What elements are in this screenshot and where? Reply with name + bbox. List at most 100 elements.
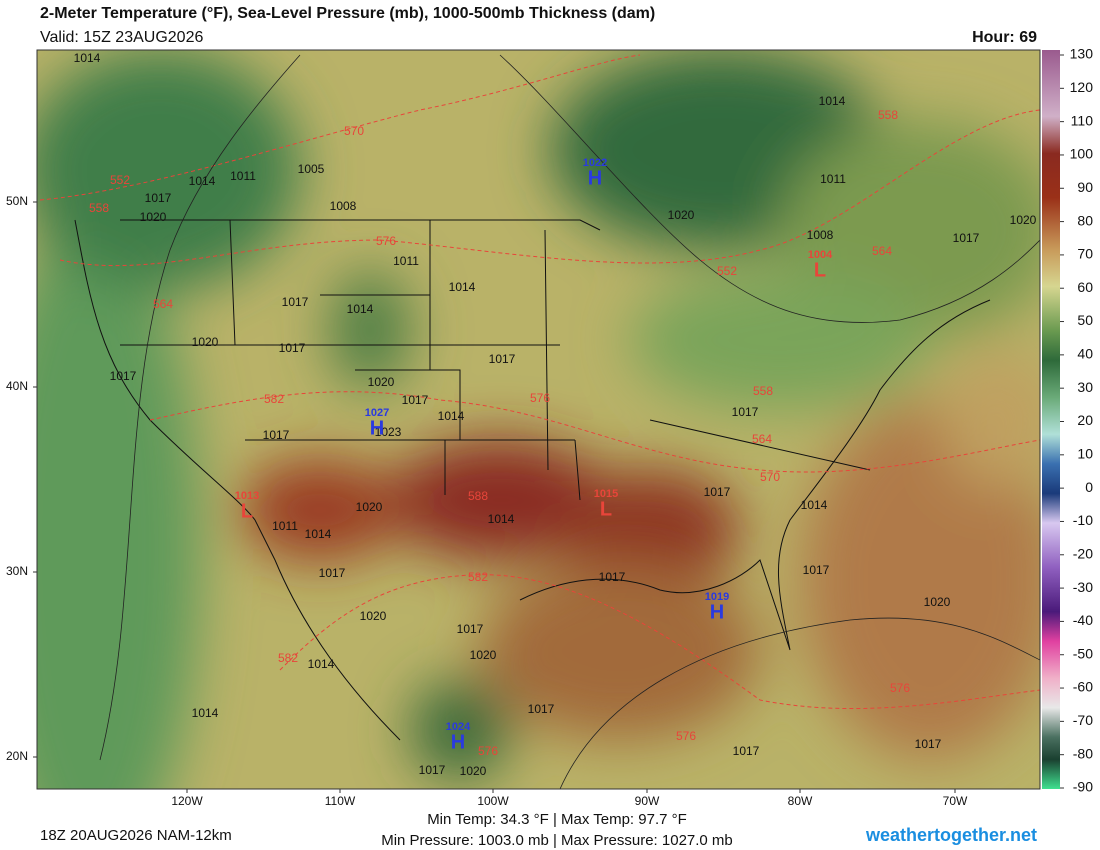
isobar-label: 1014	[347, 302, 374, 316]
longitude-label: 90W	[635, 794, 660, 808]
colorbar-label: 80	[1077, 212, 1093, 228]
isobar-label: 1011	[272, 519, 298, 533]
center-pressure: 1004	[808, 249, 833, 261]
isobar-label: 1017	[263, 428, 290, 442]
center-pressure: 1015	[594, 488, 618, 500]
longitude-label: 80W	[788, 794, 813, 808]
isobar-label: 1008	[807, 228, 834, 242]
isobar-label: 1014	[189, 174, 216, 188]
thickness-label: 564	[872, 244, 892, 258]
colorbar-label: -50	[1073, 645, 1093, 661]
center-letter: H	[370, 417, 384, 439]
thickness-label: 564	[153, 297, 173, 311]
center-letter: L	[814, 259, 826, 281]
isobar-label: 1020	[360, 609, 387, 623]
colorbar-label: -90	[1073, 779, 1093, 795]
center-pressure: 1027	[365, 407, 389, 419]
thickness-label: 576	[676, 729, 696, 743]
colorbar-label: -60	[1073, 679, 1093, 695]
thickness-label: 558	[753, 384, 773, 398]
model-run: 18Z 20AUG2026 NAM-12km	[40, 827, 232, 844]
isobar-label: 1011	[820, 172, 846, 186]
isobar-label: 1017	[282, 295, 309, 309]
isobar-label: 1017	[489, 352, 516, 366]
isobar-label: 1020	[470, 648, 497, 662]
colorbar-label: 100	[1070, 146, 1094, 162]
center-letter: H	[588, 167, 602, 189]
isobar-label: 1020	[356, 500, 383, 514]
thickness-label: 552	[717, 264, 737, 278]
isobar-label: 1017	[732, 405, 759, 419]
center-pressure: 1013	[235, 490, 259, 502]
isobar-label: 1020	[668, 208, 695, 222]
isobar-label: 1017	[402, 393, 429, 407]
isobar-label: 1014	[308, 657, 335, 671]
isobar-label: 1020	[924, 595, 951, 609]
thickness-label: 576	[890, 681, 910, 695]
center-letter: L	[600, 498, 612, 520]
isobar-label: 1014	[488, 512, 515, 526]
isobar-label: 1011	[230, 169, 256, 183]
colorbar-label: 60	[1077, 279, 1093, 295]
latitude-label: 40N	[6, 379, 28, 393]
colorbar-label: -10	[1073, 512, 1093, 528]
thickness-label: 570	[344, 124, 364, 138]
isobar-label: 1014	[801, 498, 828, 512]
center-pressure: 1022	[583, 157, 607, 169]
thickness-label: 576	[530, 391, 550, 405]
colorbar-label: 90	[1077, 179, 1093, 195]
thickness-label: 588	[468, 489, 488, 503]
isobar-label: 1017	[419, 763, 446, 777]
boundaries	[74, 219, 991, 741]
isobar-label: 1020	[368, 375, 395, 389]
thickness-contours	[39, 54, 1040, 710]
site-link[interactable]: weathertogether.net	[865, 825, 1037, 845]
isobar-label: 1014	[449, 280, 476, 294]
longitude-label: 70W	[943, 794, 968, 808]
latitude-label: 50N	[6, 194, 28, 208]
center-letter: L	[241, 500, 253, 522]
center-pressure: 1024	[446, 721, 471, 733]
isobar-label: 1017	[733, 744, 760, 758]
map-frame	[36, 49, 1041, 790]
colorbar-label: 70	[1077, 246, 1093, 262]
isobar-label: 1014	[192, 706, 219, 720]
thickness-label: 570	[760, 470, 780, 484]
colorbar-label: 0	[1085, 479, 1093, 495]
valid-time: Valid: 15Z 23AUG2026	[40, 29, 203, 46]
colorbar-label: 40	[1077, 346, 1093, 362]
isobar-label: 1011	[393, 254, 419, 268]
isobar-label: 1017	[704, 485, 731, 499]
thickness-label: 582	[278, 651, 298, 665]
isobar-label: 1023	[375, 425, 402, 439]
isobar-label: 1017	[915, 737, 942, 751]
isobar-label: 1014	[819, 94, 846, 108]
isobar-label: 1014	[74, 51, 101, 65]
colorbar-label: -80	[1073, 745, 1093, 761]
thickness-label: 582	[468, 570, 488, 584]
isobar-label: 1020	[460, 764, 487, 778]
colorbar-label: 110	[1071, 112, 1094, 128]
isobar-label: 1017	[110, 369, 137, 383]
latitude-label: 20N	[6, 749, 28, 763]
colorbar-label: -30	[1073, 579, 1093, 595]
colorbar-label: 50	[1077, 312, 1093, 328]
thickness-label: 576	[376, 234, 396, 248]
longitude-label: 110W	[325, 794, 356, 808]
colorbar-label: -40	[1073, 612, 1093, 628]
thickness-label: 558	[878, 108, 898, 122]
temp-range: Min Temp: 34.3 °F | Max Temp: 97.7 °F	[427, 811, 687, 828]
center-letter: H	[451, 731, 465, 753]
colorbar-label: 120	[1070, 79, 1094, 95]
thickness-label: 552	[110, 173, 130, 187]
thickness-label: 576	[478, 744, 498, 758]
colorbar-label: 10	[1077, 446, 1093, 462]
colorbar-label: -20	[1073, 545, 1093, 561]
isobar-label: 1017	[319, 566, 346, 580]
thickness-label: 558	[89, 201, 109, 215]
isobar-label: 1017	[953, 231, 980, 245]
isobar-label: 1017	[279, 341, 306, 355]
isobar-label: 1017	[145, 191, 172, 205]
longitude-label: 100W	[477, 794, 509, 808]
